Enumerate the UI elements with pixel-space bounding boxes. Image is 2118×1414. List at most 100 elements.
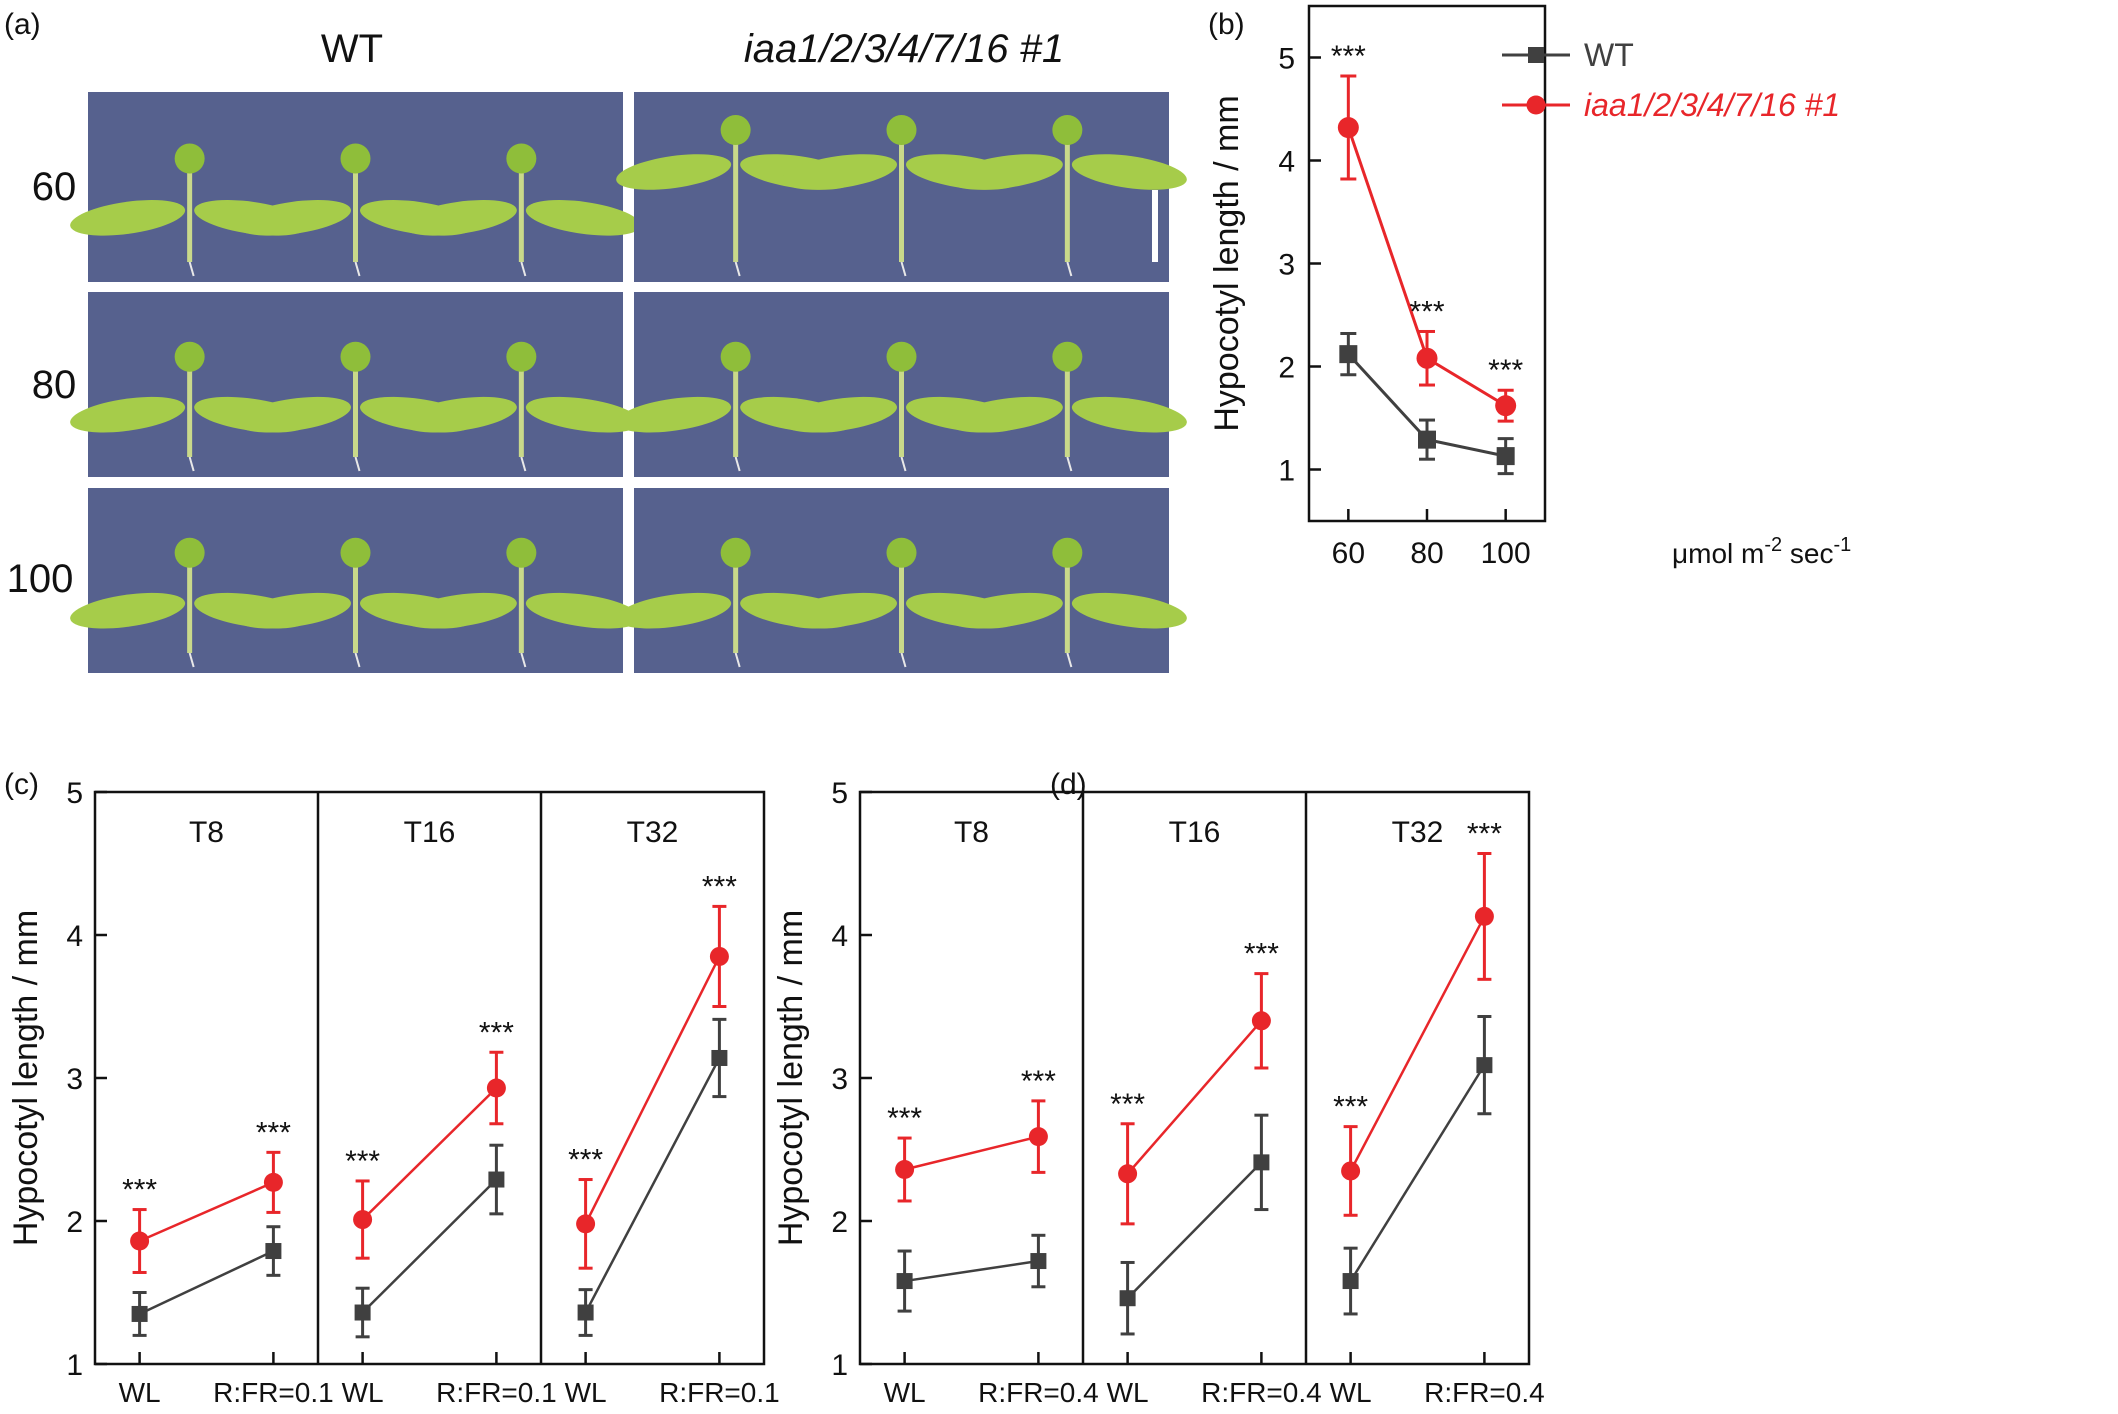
true-leaf — [340, 537, 371, 568]
row-label-100: 100 — [7, 557, 74, 601]
cotyledon-left — [236, 200, 351, 236]
wt-series-line — [584, 1057, 721, 1314]
significance-stars: *** — [568, 1144, 603, 1177]
x-tick-label: R:FR=0.4 — [978, 1377, 1099, 1408]
true-leaf — [886, 115, 917, 145]
seedling — [401, 341, 641, 472]
wt-point — [131, 1305, 148, 1322]
group-title: T8 — [954, 816, 989, 849]
significance-stars: *** — [479, 1016, 514, 1049]
x-tick-label: 100 — [1481, 537, 1531, 570]
panel-d-label: (d) — [1050, 768, 1087, 801]
mutant-point — [353, 1210, 373, 1230]
row-label-60: 60 — [32, 165, 77, 209]
root — [354, 456, 361, 472]
group-title: T16 — [404, 816, 456, 849]
mutant-point — [1028, 1127, 1048, 1147]
significance-stars: *** — [1467, 817, 1502, 850]
panel-b-label: (b) — [1208, 8, 1245, 41]
cotyledon-left — [236, 592, 351, 629]
cotyledon-left — [236, 396, 351, 433]
x-tick-label: 80 — [1410, 537, 1443, 570]
significance-stars: *** — [122, 1174, 157, 1207]
cotyledon-left — [782, 154, 897, 190]
cotyledon-left — [782, 396, 897, 433]
root — [1066, 456, 1073, 472]
root — [188, 261, 195, 277]
significance-stars: *** — [1488, 354, 1523, 387]
cotyledon-left — [947, 592, 1063, 629]
root — [1066, 652, 1073, 668]
true-leaf — [886, 341, 917, 372]
cotyledon-left — [782, 592, 897, 629]
cotyledon-right — [525, 396, 641, 433]
true-leaf — [174, 341, 205, 372]
wt-point — [577, 1304, 594, 1321]
y-axis-title: Hypocotyl length / mm — [1208, 95, 1246, 431]
true-leaf — [506, 143, 537, 174]
significance-stars: *** — [1244, 938, 1279, 971]
root — [354, 261, 361, 277]
mutant-point — [1341, 1161, 1361, 1181]
panel-b-chart: (b) 1 2 3 4 5 60 80 100 μmol m-2 sec-1 Hypocotyl l… — [1208, 4, 1851, 570]
wt-point — [1418, 430, 1436, 449]
y-tick-label: 5 — [66, 777, 83, 810]
wt-point — [1339, 345, 1358, 364]
group-title: T16 — [1169, 816, 1221, 849]
mutant-point — [263, 1172, 283, 1192]
true-leaf — [340, 143, 371, 174]
root — [188, 652, 195, 668]
y-tick-label: 5 — [1278, 43, 1295, 76]
significance-stars: *** — [1110, 1088, 1145, 1121]
wt-point — [1119, 1290, 1136, 1307]
cotyledon-left — [70, 396, 186, 433]
wt-series-line — [1126, 1161, 1263, 1300]
y-tick-label: 2 — [1278, 352, 1295, 385]
mutant-point — [486, 1078, 506, 1098]
significance-stars: *** — [887, 1102, 922, 1135]
panel-d-chart: (d) 1 2 3 4 5 Hypocotyl length / mm T8 WL R:FR=0.… — [772, 768, 1545, 1408]
cotyledon-left — [70, 200, 186, 236]
cotyledon-right — [525, 592, 641, 629]
wt-point — [1476, 1057, 1493, 1074]
mutant-point — [130, 1231, 150, 1251]
x-tick-label: WL — [884, 1377, 926, 1408]
seedling — [401, 143, 641, 277]
cotyledon-left — [401, 592, 517, 629]
y-tick-label: 4 — [1278, 146, 1295, 179]
true-leaf — [1052, 341, 1083, 372]
wt-series-line — [1349, 1064, 1486, 1282]
y-tick-label: 4 — [66, 920, 83, 953]
mutant-series-line — [139, 1181, 274, 1243]
y-tick-label: 1 — [1278, 455, 1295, 488]
y-tick-label: 3 — [66, 1063, 83, 1096]
cotyledon-right — [1071, 592, 1187, 629]
mutant-series-line — [584, 955, 721, 1225]
wt-point — [896, 1273, 913, 1290]
plot-frame — [858, 790, 1531, 1366]
root — [734, 456, 741, 472]
y-axis-title: Hypocotyl length / mm — [7, 910, 45, 1246]
true-leaf — [174, 143, 205, 174]
mutant-point — [1526, 95, 1546, 115]
x-tick-label: WL — [1107, 1377, 1149, 1408]
y-tick-label: 3 — [1278, 249, 1295, 282]
y-axis-title: Hypocotyl length / mm — [772, 910, 810, 1246]
y-tick-label: 2 — [66, 1206, 83, 1239]
cotyledon-left — [70, 592, 186, 629]
true-leaf — [1052, 115, 1083, 145]
seedling — [947, 537, 1187, 668]
y-tick-label: 1 — [66, 1349, 83, 1382]
wt-point — [1528, 47, 1544, 63]
mutant-point — [1416, 347, 1438, 369]
panel-c-label: (c) — [4, 768, 39, 801]
significance-stars: *** — [1331, 40, 1366, 73]
wt-point — [1030, 1253, 1047, 1270]
x-tick-label: R:FR=0.1 — [213, 1377, 334, 1408]
root — [734, 652, 741, 668]
x-tick-label: R:FR=0.1 — [436, 1377, 557, 1408]
mutant-point — [709, 946, 729, 966]
wt-series-line — [139, 1249, 274, 1316]
legend-entry: iaa1/2/3/4/7/16 #1 — [1584, 87, 1840, 123]
